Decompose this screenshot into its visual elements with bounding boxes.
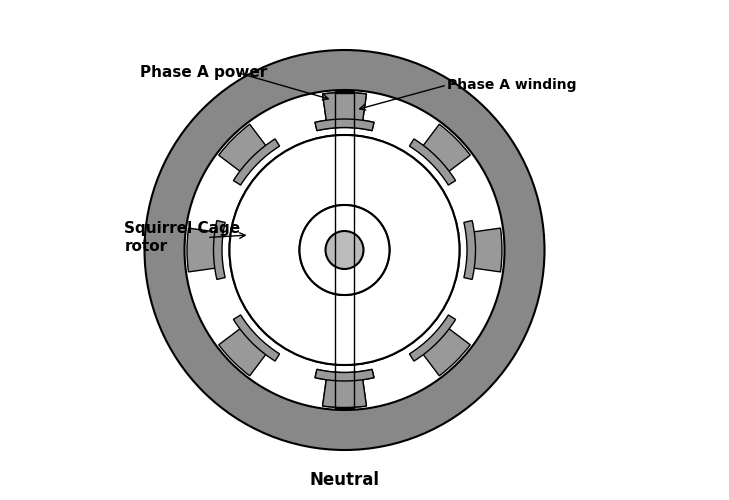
Wedge shape — [233, 139, 280, 185]
Wedge shape — [219, 328, 266, 376]
Wedge shape — [464, 220, 475, 280]
Circle shape — [144, 50, 545, 450]
Wedge shape — [315, 119, 374, 130]
Wedge shape — [423, 124, 470, 172]
Wedge shape — [322, 92, 367, 122]
Wedge shape — [230, 135, 459, 365]
Wedge shape — [410, 139, 456, 185]
Wedge shape — [322, 378, 367, 408]
Wedge shape — [315, 370, 374, 381]
Circle shape — [184, 90, 504, 410]
Wedge shape — [219, 124, 266, 172]
Text: Neutral: Neutral — [310, 471, 380, 489]
Text: Squirrel Cage
rotor: Squirrel Cage rotor — [125, 222, 241, 254]
Wedge shape — [315, 370, 374, 381]
Wedge shape — [322, 92, 367, 122]
Text: Phase A power: Phase A power — [139, 65, 267, 80]
Wedge shape — [233, 315, 280, 361]
Wedge shape — [473, 228, 502, 272]
Wedge shape — [410, 315, 456, 361]
Circle shape — [326, 231, 364, 269]
Text: Phase A winding: Phase A winding — [447, 78, 577, 92]
Wedge shape — [322, 378, 367, 408]
Wedge shape — [214, 220, 225, 280]
Wedge shape — [315, 119, 374, 130]
Circle shape — [300, 205, 389, 295]
Circle shape — [230, 135, 459, 365]
Wedge shape — [187, 228, 216, 272]
Wedge shape — [423, 328, 470, 376]
